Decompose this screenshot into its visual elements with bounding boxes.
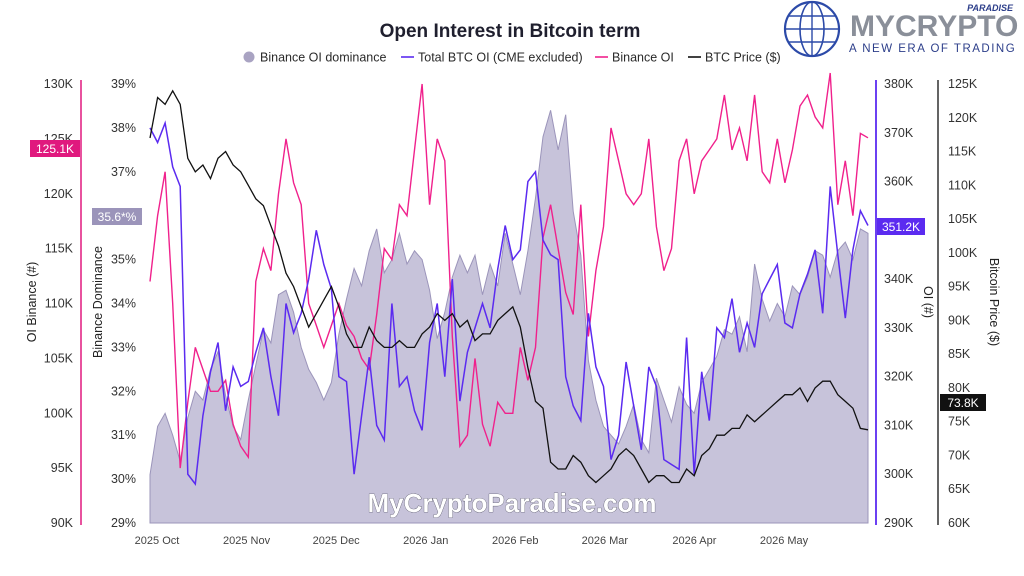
btc-price-tick-label: 125K xyxy=(948,77,978,91)
x-tick-label: 2025 Nov xyxy=(223,535,271,547)
globe-icon xyxy=(783,0,841,58)
binance-dominance-tick-label: 38% xyxy=(111,121,136,135)
badge-btc-price: 73.8K xyxy=(940,394,986,411)
legend-label-binance-oi: Binance OI xyxy=(612,51,674,65)
btc-price-tick-label: 100K xyxy=(948,246,978,260)
x-tick-label: 2026 May xyxy=(760,535,809,547)
oi-total-axis-title: OI (#) xyxy=(921,286,935,318)
x-tick-label: 2026 Mar xyxy=(582,535,629,547)
binance-dominance-tick-label: 39% xyxy=(111,77,136,91)
oi-total-tick-label: 370K xyxy=(884,126,914,140)
binance-dominance-tick-label: 33% xyxy=(111,340,136,354)
brand-logo: PARADISE MYCRYPTO A NEW ERA OF TRADING xyxy=(783,0,1018,58)
series-dominance-area xyxy=(149,110,869,524)
btc-price-tick-label: 70K xyxy=(948,448,971,462)
oi-total-tick-label: 290K xyxy=(884,516,914,530)
btc-price-tick-label: 90K xyxy=(948,313,971,327)
oi-total-tick-label: 320K xyxy=(884,370,914,384)
badge-oi-binance: 125.1K xyxy=(30,140,80,157)
oi-total-tick-label: 360K xyxy=(884,175,914,189)
binance-dominance-tick-label: 30% xyxy=(111,472,136,486)
legend: Binance OI dominance Total BTC OI (CME e… xyxy=(243,51,781,65)
oi-total-tick-label: 300K xyxy=(884,467,914,481)
series-binance-oi-line xyxy=(149,72,869,469)
badge-dominance-text: 35.6*% xyxy=(98,210,137,224)
watermark: MyCryptoParadise.com xyxy=(368,488,657,518)
oi-binance-tick-label: 115K xyxy=(45,242,74,256)
btc-price-tick-label: 60K xyxy=(948,516,971,530)
x-tick-label: 2026 Jan xyxy=(403,535,448,547)
btc-price-tick-label: 105K xyxy=(948,212,978,226)
btc-price-tick-label: 115K xyxy=(948,145,977,159)
binance-dominance-tick-label: 34% xyxy=(111,297,136,311)
series-total-oi-line xyxy=(149,120,869,486)
oi-total-ticks: 290K300K310K320K330K340K350K360K370K380K xyxy=(884,77,914,530)
x-axis-ticks: 2025 Oct 2025 Nov 2025 Dec 2026 Jan 2026 Feb… xyxy=(135,535,809,547)
oi-binance-axis-title: OI Binance (#) xyxy=(25,262,39,343)
badge-oi-total-text: 351.2K xyxy=(882,220,920,234)
series-btc-price-line xyxy=(149,89,869,484)
oi-total-tick-label: 330K xyxy=(884,321,914,335)
oi-binance-tick-label: 90K xyxy=(51,516,74,530)
x-tick-label: 2026 Feb xyxy=(492,535,538,547)
btc-price-tick-label: 75K xyxy=(948,415,971,429)
logo-top-text: PARADISE xyxy=(967,3,1014,13)
binance-dominance-tick-label: 31% xyxy=(111,428,136,442)
btc-price-tick-label: 80K xyxy=(948,381,971,395)
chart-title: Open Interest in Bitcoin term xyxy=(380,21,641,42)
badge-dominance: 35.6*% xyxy=(92,208,142,225)
plot-area xyxy=(149,72,869,524)
legend-label-btc-price: BTC Price ($) xyxy=(705,51,781,65)
oi-total-tick-label: 310K xyxy=(884,418,914,432)
x-tick-label: 2026 Apr xyxy=(672,535,716,547)
binance-dominance-tick-label: 29% xyxy=(111,516,136,530)
legend-label-total-oi: Total BTC OI (CME excluded) xyxy=(418,51,583,65)
btc-price-tick-label: 120K xyxy=(948,111,978,125)
btc-price-tick-label: 110K xyxy=(948,178,977,192)
oi-binance-tick-label: 110K xyxy=(45,297,74,311)
badge-oi-total: 351.2K xyxy=(877,218,925,235)
btc-price-tick-label: 85K xyxy=(948,347,971,361)
x-tick-label: 2025 Oct xyxy=(135,535,180,547)
oi-binance-tick-label: 95K xyxy=(51,461,74,475)
badge-oi-binance-text: 125.1K xyxy=(36,142,74,156)
badge-btc-price-text: 73.8K xyxy=(947,396,978,410)
btc-price-ticks: 60K 65K 70K 75K 80K 85K 90K 95K 100K 105K 110K 115K… xyxy=(948,77,978,530)
oi-total-tick-label: 340K xyxy=(884,272,914,286)
oi-binance-tick-label: 105K xyxy=(44,351,74,365)
logo-tagline: A NEW ERA OF TRADING xyxy=(849,43,1016,55)
oi-binance-tick-label: 120K xyxy=(44,187,74,201)
dominance-ticks: 29%30%31%32%33%34%35%36%37%38%39% xyxy=(111,77,136,530)
oi-total-tick-label: 380K xyxy=(884,77,914,91)
oi-binance-tick-label: 130K xyxy=(44,77,74,91)
binance-dominance-tick-label: 32% xyxy=(111,384,136,398)
btc-price-tick-label: 95K xyxy=(948,280,971,294)
binance-dominance-tick-label: 35% xyxy=(111,253,136,267)
legend-swatch-dominance xyxy=(243,51,255,63)
legend-label-dominance: Binance OI dominance xyxy=(260,51,387,65)
oi-binance-tick-label: 100K xyxy=(44,406,74,420)
btc-price-tick-label: 65K xyxy=(948,482,971,496)
x-tick-label: 2025 Dec xyxy=(313,535,361,547)
binance-dominance-tick-label: 37% xyxy=(111,165,136,179)
btc-price-axis-title: Bitcoin Price ($) xyxy=(987,258,1001,346)
dominance-axis-title: Binance Dominance xyxy=(91,246,105,358)
logo-main-text: MYCRYPTO xyxy=(850,10,1018,43)
